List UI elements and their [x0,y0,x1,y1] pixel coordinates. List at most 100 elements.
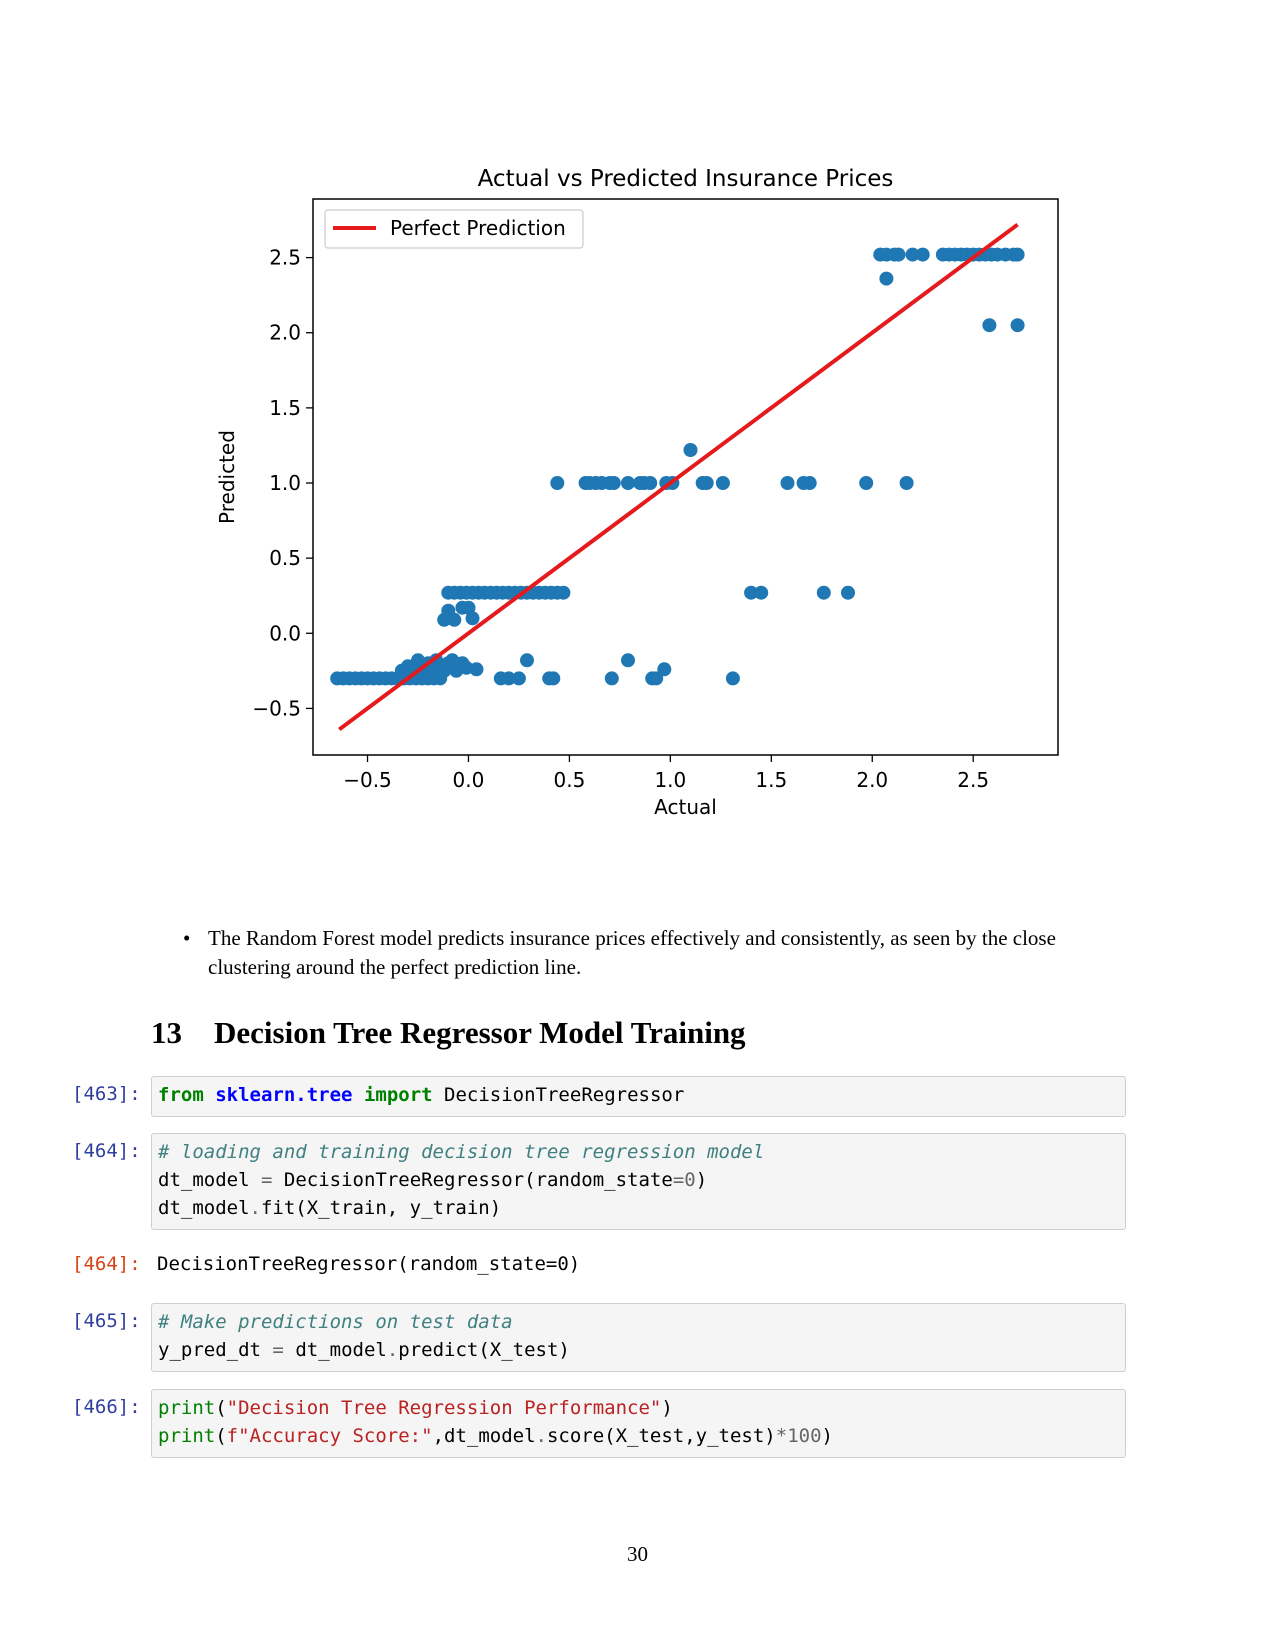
x-tick-label: 2.5 [957,768,989,792]
code-token: ( [215,1397,227,1419]
y-tick-label: 2.0 [269,321,301,345]
x-tick-label: 0.5 [554,768,586,792]
code-token: y_pred_dt [158,1339,261,1361]
y-axis-label: Predicted [215,430,239,524]
y-tick-label: −0.5 [252,696,301,720]
code-token: 0 [684,1169,696,1191]
y-tick-label: 2.5 [269,246,301,270]
code-token: dt_model [295,1339,387,1361]
code-token: = [672,1169,685,1191]
perfect-prediction-line [338,222,1019,732]
scatter-point [447,612,462,627]
scatter-point [802,476,817,490]
x-tick-label: 1.5 [755,768,787,792]
x-axis-label: Actual [654,795,717,819]
code-input[interactable]: # loading and training decision tree reg… [151,1133,1126,1230]
bullet-marker: • [183,926,191,950]
code-token: ( [215,1425,227,1447]
code-token: from [158,1084,204,1106]
scatter-point [899,476,914,490]
legend-box [324,209,584,249]
scatter-point [606,476,621,490]
y-tick-label: 0.5 [269,546,301,570]
code-string: "Decision Tree Regression Performance" [226,1397,662,1419]
code-token: DecisionTreeRegressor [444,1084,685,1106]
section-heading: 13 Decision Tree Regressor Model Training [151,1015,746,1051]
code-token: = [272,1339,284,1361]
scatter-point [1010,318,1025,333]
scatter-point [465,611,480,626]
scatter-point [715,476,730,490]
scatter-point [816,585,831,600]
chart-svg: Actual vs Predicted Insurance Prices −0.… [215,166,1059,819]
scatter-point [520,653,534,668]
y-tick-label: 1.5 [269,396,301,420]
page-number: 30 [627,1542,648,1566]
bullet-list: • The Random Forest model predicts insur… [183,924,1128,982]
input-prompt: [466]: [72,1396,141,1418]
chart-axes: −0.5 0.0 0.5 1.0 1.5 2.0 2.5 −0.5 0.0 0.5 1.0 1.5 2.… [252,246,989,792]
scatter-point [841,585,855,600]
chart-legend: Perfect Prediction [324,209,584,249]
code-token: . [386,1339,399,1361]
scatter-point [915,247,930,262]
code-comment: # loading and training decision tree reg… [158,1141,765,1163]
code-token: print [158,1425,216,1447]
scatter-point [546,671,561,686]
code-token: sklearn.tree [215,1084,353,1106]
scatter-point [511,671,526,686]
scatter-point [744,585,759,600]
code-token: import [363,1084,433,1106]
code-token: ) [661,1397,673,1419]
chart-marks [330,222,1025,732]
input-prompt: [465]: [72,1310,141,1332]
x-tick-label: 2.0 [856,768,888,792]
code-token: . [535,1425,547,1447]
code-token: dt_model [158,1169,250,1191]
output-prompt: [464]: [72,1253,141,1275]
scatter-point [621,476,635,490]
plot-frame [312,198,1059,756]
scatter-point [725,671,740,686]
section-title: Decision Tree Regressor Model Training [214,1015,746,1050]
scatter-point [982,318,997,333]
code-token: fit(X_train, y_train) [260,1197,502,1219]
scatter-point [604,671,619,686]
section-number: 13 [151,1015,182,1050]
scatter-point [891,247,906,262]
scatter-point [754,585,769,600]
scatter-point [905,247,920,262]
scatter-point [879,271,894,286]
scatter-point [501,671,516,686]
chart-title: Actual vs Predicted Insurance Prices [478,166,894,192]
x-tick-label: 0.0 [453,768,485,792]
code-token: . [249,1197,261,1219]
code-token: ,dt_model [432,1425,536,1447]
x-tick-label: −0.5 [343,768,392,792]
code-token: predict(X_test) [398,1339,570,1361]
scatter-point [621,653,635,668]
scatter-point [657,662,672,677]
scatter-point [556,585,571,600]
code-input[interactable]: # Make predictions on test data y_pred_d… [151,1303,1126,1372]
legend-label: Perfect Prediction [390,216,566,240]
scatter-point [859,476,874,490]
scatter-point [649,671,664,686]
scatter-point [1010,247,1025,262]
code-token: print [158,1397,216,1419]
scatter-point [643,476,658,490]
code-input[interactable]: from sklearn.tree import DecisionTreeReg… [151,1076,1126,1117]
y-tick-label: 1.0 [269,471,301,495]
code-comment: # Make predictions on test data [158,1311,513,1333]
input-prompt: [463]: [72,1083,141,1105]
code-token: DecisionTreeRegressor(random_state [283,1169,673,1191]
input-prompt: [464]: [72,1140,141,1162]
y-tick-label: 0.0 [269,621,301,645]
code-token: * [775,1425,788,1447]
scatter-point [699,476,714,490]
code-token: ) [695,1169,708,1191]
code-input[interactable]: print("Decision Tree Regression Performa… [151,1389,1126,1458]
code-token: 100 [787,1425,822,1447]
code-token: score(X_test,y_test) [546,1425,776,1447]
code-string: f"Accuracy Score:" [226,1425,433,1447]
